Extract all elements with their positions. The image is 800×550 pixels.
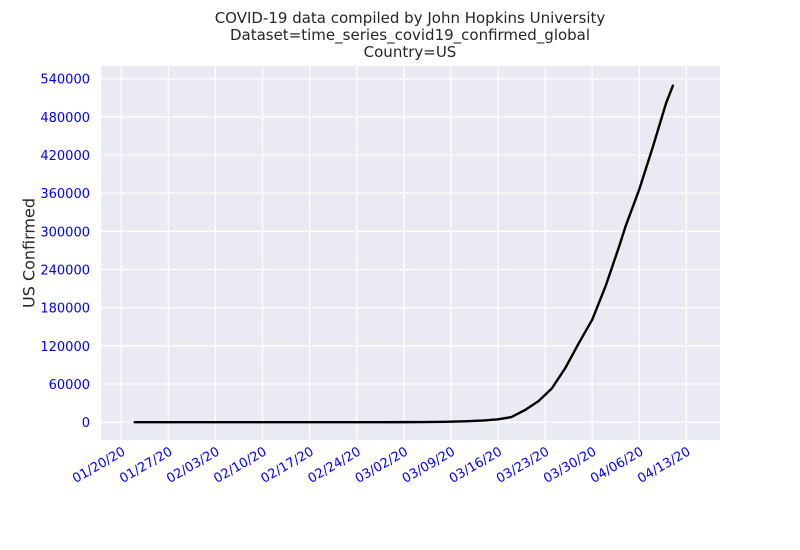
x-tick-label: 03/16/20 bbox=[447, 444, 505, 486]
x-tick-label: 02/03/20 bbox=[164, 444, 222, 486]
chart-title-line-2: Dataset=time_series_covid19_confirmed_gl… bbox=[229, 26, 591, 44]
y-tick-label: 300000 bbox=[40, 225, 90, 240]
y-tick-label: 480000 bbox=[40, 111, 90, 126]
x-tick-label: 04/06/20 bbox=[588, 444, 646, 486]
x-tick-label: 02/10/20 bbox=[211, 444, 269, 486]
y-tick-label: 60000 bbox=[49, 378, 90, 393]
y-tick-label: 360000 bbox=[40, 187, 90, 202]
x-tick-labels: 01/20/2001/27/2002/03/2002/10/2002/17/20… bbox=[70, 444, 693, 486]
x-tick-label: 03/09/20 bbox=[400, 444, 458, 486]
x-tick-label: 01/27/20 bbox=[117, 444, 175, 486]
grid-lines bbox=[101, 66, 720, 440]
y-tick-labels: 0 60000 120000 180000 240000 300000 360000 4200… bbox=[40, 73, 90, 431]
x-tick-label: 04/13/20 bbox=[635, 444, 693, 486]
y-tick-label: 180000 bbox=[40, 302, 90, 317]
y-tick-label: 420000 bbox=[40, 149, 90, 164]
x-tick-label: 03/23/20 bbox=[494, 444, 552, 486]
y-tick-label: 120000 bbox=[40, 340, 90, 355]
y-tick-label: 0 bbox=[82, 416, 90, 431]
y-tick-label: 240000 bbox=[40, 264, 90, 279]
series-layer bbox=[133, 84, 675, 424]
x-tick-label: 02/17/20 bbox=[259, 444, 317, 486]
chart-title-line-1: COVID-19 data compiled by John Hopkins U… bbox=[214, 9, 606, 27]
x-tick-label: 01/20/20 bbox=[70, 444, 128, 486]
x-tick-label: 03/02/20 bbox=[353, 444, 411, 486]
chart-title-line-3: Country=US bbox=[363, 43, 457, 61]
series-line bbox=[133, 84, 675, 424]
x-tick-label: 03/30/20 bbox=[541, 444, 599, 486]
y-tick-label: 540000 bbox=[40, 73, 90, 88]
x-tick-label: 02/24/20 bbox=[306, 444, 364, 486]
